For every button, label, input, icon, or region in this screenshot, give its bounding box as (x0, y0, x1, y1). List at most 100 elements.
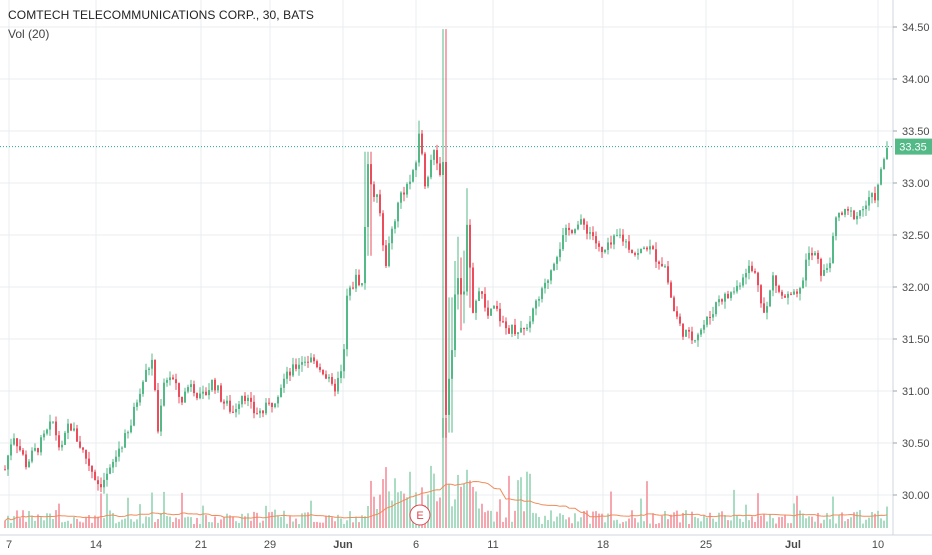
candle-body (817, 252, 819, 259)
volume-bar (523, 511, 525, 528)
event-markers[interactable]: E (409, 504, 431, 526)
volume-bar (199, 523, 201, 528)
volume-bar (37, 514, 39, 528)
volume-bar (466, 469, 468, 528)
volume-bar (559, 513, 561, 528)
volume-bar (787, 523, 789, 528)
candle-body (13, 438, 15, 445)
candle-body (670, 282, 672, 298)
volume-bar (709, 512, 711, 528)
candle-body (118, 448, 120, 457)
volume-bar (520, 477, 522, 528)
candle-body (724, 293, 726, 302)
volume-bar (283, 510, 285, 528)
volume-bar (616, 519, 618, 528)
volume-bar (244, 516, 246, 528)
candle-body (742, 277, 744, 286)
volume-bar (727, 520, 729, 528)
volume-bar (382, 479, 384, 528)
candle-body (154, 359, 156, 391)
candle-body (733, 291, 735, 293)
volume-bar (172, 522, 174, 528)
candle-body (385, 245, 387, 267)
time-axis[interactable]: 7 14 21 29 Jun 6 11 18 25 Jul 10 (0, 534, 932, 551)
candle-body (247, 397, 249, 402)
candle-body (535, 300, 537, 309)
volume-bar (856, 511, 858, 528)
volume-bar (112, 513, 114, 528)
candle-body (37, 448, 39, 453)
candle-body (565, 227, 567, 236)
candle-body (811, 252, 813, 256)
volume-bar (700, 521, 702, 528)
candle-body (784, 295, 786, 298)
volume-bar (571, 523, 573, 528)
candle-body (88, 458, 90, 466)
volume-bar (409, 471, 411, 528)
volume-bar (325, 515, 327, 528)
candle-body (649, 246, 651, 250)
price-axis[interactable]: 34.50 34.00 33.50 33.00 32.50 32.00 31.50 31.00… (892, 0, 930, 535)
volume-bar (148, 517, 150, 528)
volume-bar (370, 480, 372, 528)
volume-bar (643, 521, 645, 528)
volume-bar (556, 516, 558, 528)
earnings-marker-label: E (416, 510, 423, 522)
candle-body (553, 263, 555, 271)
candle-body (541, 288, 543, 300)
candle-body (79, 441, 81, 448)
volume-bar (151, 492, 153, 528)
candle-body (655, 249, 657, 262)
candle-body (463, 291, 465, 295)
volume-bar (508, 475, 510, 528)
volume-indicator-label[interactable]: Vol (20) (8, 27, 50, 41)
candle-body (298, 364, 300, 369)
volume-bar (400, 491, 402, 528)
volume-bar (829, 519, 831, 528)
candle-body (829, 263, 831, 269)
volume-bar (277, 515, 279, 528)
candle-body (304, 361, 306, 363)
candle-body (718, 299, 720, 303)
volume-bar (43, 520, 45, 528)
candle-body (28, 461, 30, 468)
candle-body (409, 181, 411, 185)
volume-bar (658, 523, 660, 528)
candle-body (34, 448, 36, 451)
volume-bar (76, 519, 78, 528)
candle-body (250, 397, 252, 402)
candle-body (847, 208, 849, 211)
candle-body (73, 428, 75, 431)
volume-bar (862, 523, 864, 528)
candle-body (340, 371, 342, 378)
volume-bar (535, 513, 537, 528)
candle-body (577, 224, 579, 230)
candle-body (145, 369, 147, 382)
time-tick-label: 10 (872, 539, 884, 550)
candle-body (502, 321, 504, 323)
volume-bar (346, 520, 348, 528)
volume-bar (463, 483, 465, 528)
candle-body (688, 329, 690, 332)
candle-body (778, 285, 780, 292)
volume-bar (139, 504, 141, 528)
volume-bar (280, 517, 282, 528)
candle-body (100, 484, 102, 488)
candle-body (772, 275, 774, 291)
candle-body (580, 219, 582, 225)
volume-bar (304, 512, 306, 528)
candle-body (685, 329, 687, 337)
volume-bar (484, 512, 486, 528)
volume-bar (685, 510, 687, 528)
volume-bar (820, 523, 822, 528)
candle-body (790, 293, 792, 295)
volume-bar (844, 521, 846, 528)
earnings-marker[interactable] (409, 504, 431, 526)
volume-bar (676, 510, 678, 528)
volume-bar (190, 517, 192, 528)
candle-body (91, 465, 93, 472)
volume-bar (877, 510, 879, 528)
volume-bar (388, 491, 390, 528)
